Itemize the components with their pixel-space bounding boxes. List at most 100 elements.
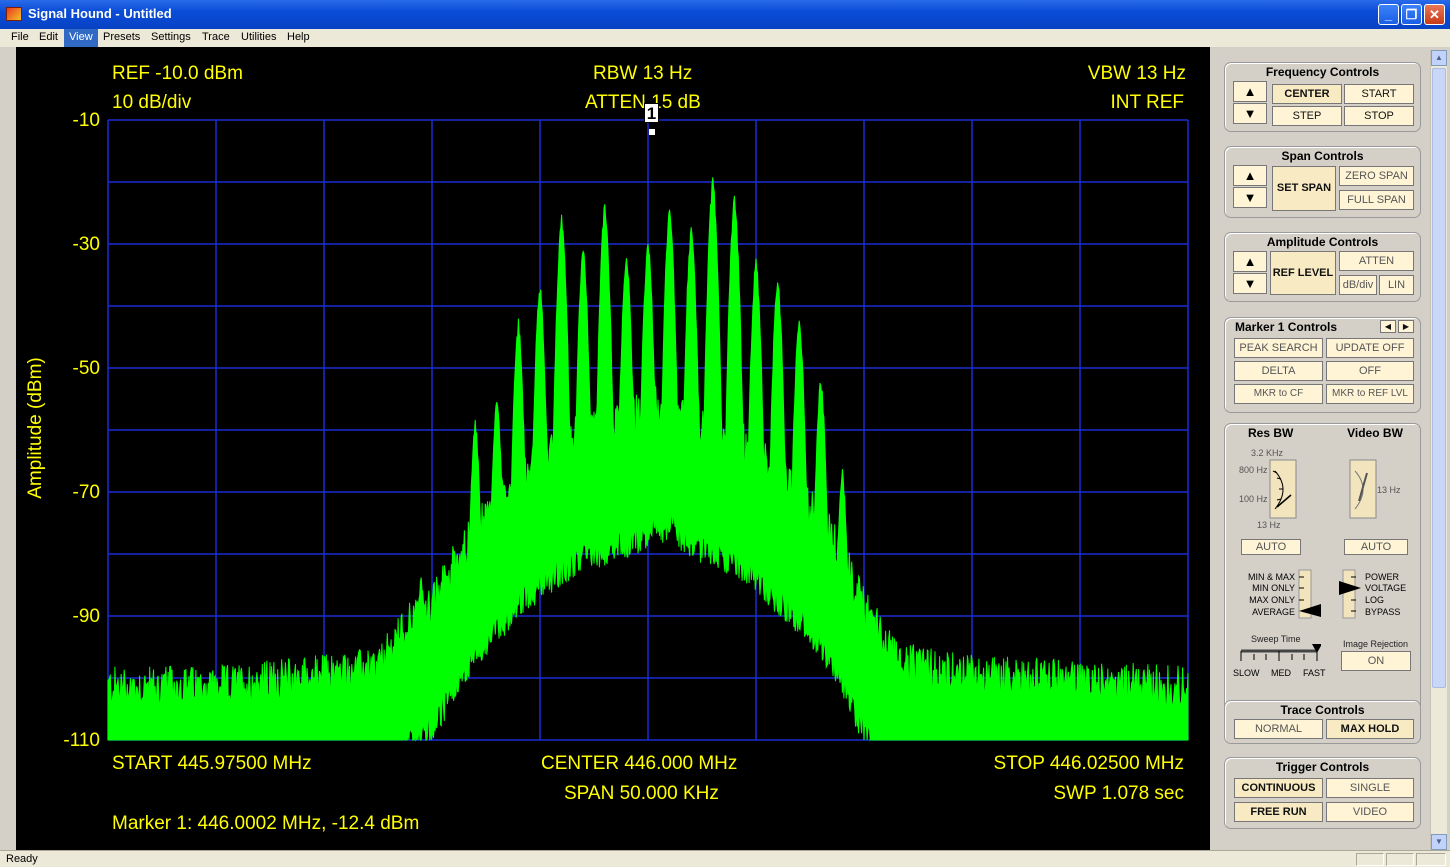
video-option[interactable]: VOLTAGE	[1365, 583, 1407, 593]
amplitude-controls-title: Amplitude Controls	[1266, 235, 1379, 249]
y-tick-label: -50	[72, 358, 100, 379]
center-button[interactable]: CENTER	[1272, 84, 1342, 104]
video-option[interactable]: LOG	[1365, 595, 1385, 605]
peak-search-button[interactable]: PEAK SEARCH	[1234, 338, 1323, 358]
marker-next-button[interactable]: ▶	[1398, 320, 1414, 333]
trace-controls: Trace Controls NORMAL MAX HOLD	[1224, 700, 1421, 744]
status-pane	[1356, 853, 1384, 866]
image-rejection-title: Image Rejection	[1343, 639, 1409, 649]
amplitude-down-button[interactable]: ▼	[1233, 273, 1267, 294]
delta-button[interactable]: DELTA	[1234, 361, 1323, 381]
zero-span-button[interactable]: ZERO SPAN	[1339, 166, 1414, 186]
menu-edit[interactable]: Edit	[39, 31, 58, 43]
atten-button[interactable]: ATTEN	[1339, 251, 1414, 271]
video-bw-knob[interactable]	[1349, 459, 1377, 519]
menu-settings[interactable]: Settings	[151, 31, 191, 43]
res-bw-label: 100 Hz	[1239, 494, 1268, 504]
start-button[interactable]: START	[1344, 84, 1414, 104]
frequency-controls-title: Frequency Controls	[1265, 65, 1380, 79]
res-bw-label: 800 Hz	[1239, 465, 1268, 475]
amplitude-up-button[interactable]: ▲	[1233, 251, 1267, 272]
marker-1-label[interactable]: 1	[644, 103, 659, 123]
frequency-up-button[interactable]: ▲	[1233, 81, 1267, 102]
res-bw-label: 3.2 KHz	[1251, 448, 1284, 458]
video-bw-title: Video BW	[1347, 426, 1403, 440]
minimize-button[interactable]: _	[1378, 4, 1399, 25]
trigger-controls: Trigger Controls CONTINUOUS SINGLE FREE …	[1224, 757, 1421, 829]
sweep-med-label: MED	[1271, 668, 1291, 678]
marker-prev-button[interactable]: ◀	[1380, 320, 1396, 333]
db-div-button[interactable]: dB/div	[1339, 275, 1377, 295]
detector-option[interactable]: AVERAGE	[1252, 607, 1295, 617]
scroll-down-icon[interactable]: ▼	[1431, 834, 1447, 850]
sweep-fast-label: FAST	[1303, 668, 1326, 678]
step-button[interactable]: STEP	[1272, 106, 1342, 126]
status-pane	[1386, 853, 1414, 866]
image-rejection-button[interactable]: ON	[1341, 651, 1411, 671]
max-hold-button[interactable]: MAX HOLD	[1326, 719, 1414, 739]
y-tick-label: -90	[72, 606, 100, 627]
y-tick-label: -110	[63, 730, 100, 751]
video-trigger-button[interactable]: VIDEO	[1326, 802, 1414, 822]
mkr-to-cf-button[interactable]: MKR to CF	[1234, 384, 1323, 404]
ref-level-button[interactable]: REF LEVEL	[1270, 251, 1336, 295]
video-bw-auto-button[interactable]: AUTO	[1344, 539, 1408, 555]
scale-div-text: 10 dB/div	[112, 92, 192, 113]
lin-button[interactable]: LIN	[1379, 275, 1414, 295]
marker-controls-title: Marker 1 Controls	[1235, 320, 1338, 334]
video-option[interactable]: POWER	[1365, 572, 1400, 582]
menu-help[interactable]: Help	[287, 31, 310, 43]
sweep-slow-label: SLOW	[1233, 668, 1260, 678]
detector-option[interactable]: MAX ONLY	[1249, 595, 1295, 605]
trigger-controls-title: Trigger Controls	[1275, 760, 1370, 774]
center-freq-text: CENTER 446.000 MHz	[541, 753, 738, 774]
sweep-time-slider[interactable]	[1239, 644, 1321, 666]
span-down-button[interactable]: ▼	[1233, 187, 1267, 208]
menu-file[interactable]: File	[11, 31, 29, 43]
scroll-up-icon[interactable]: ▲	[1431, 50, 1447, 66]
detector-switch[interactable]	[1297, 569, 1323, 619]
y-tick-label: -30	[72, 234, 100, 255]
maximize-button[interactable]: ❐	[1401, 4, 1422, 25]
res-bw-auto-button[interactable]: AUTO	[1241, 539, 1301, 555]
menu-view[interactable]: View	[64, 29, 98, 47]
mkr-to-ref-lvl-button[interactable]: MKR to REF LVL	[1326, 384, 1414, 404]
menu-trace[interactable]: Trace	[202, 31, 230, 43]
span-arrows: ▲ ▼	[1233, 165, 1267, 209]
detector-option[interactable]: MIN & MAX	[1247, 572, 1295, 582]
full-span-button[interactable]: FULL SPAN	[1339, 190, 1414, 210]
stop-button[interactable]: STOP	[1344, 106, 1414, 126]
spectrum-plot[interactable]: REF -10.0 dBm 10 dB/div RBW 13 Hz ATTEN …	[16, 47, 1210, 850]
marker-1-point[interactable]	[649, 129, 655, 135]
set-span-button[interactable]: SET SPAN	[1272, 166, 1336, 211]
res-bw-knob[interactable]	[1269, 459, 1297, 519]
span-text: SPAN 50.000 KHz	[564, 783, 719, 804]
video-option[interactable]: BYPASS	[1365, 607, 1401, 617]
bandwidth-controls: Res BW Video BW 3.2 KHz 800 Hz 100 Hz 13…	[1224, 423, 1421, 733]
status-bar: Ready	[0, 850, 1450, 867]
amplitude-arrows: ▲ ▼	[1233, 251, 1267, 295]
menu-utilities[interactable]: Utilities	[241, 31, 277, 43]
marker-readout: Marker 1: 446.0002 MHz, -12.4 dBm	[112, 813, 420, 834]
scroll-thumb[interactable]	[1432, 68, 1446, 688]
menu-presets[interactable]: Presets	[103, 31, 141, 43]
update-off-button[interactable]: UPDATE OFF	[1326, 338, 1414, 358]
spectrum-trace	[107, 177, 1189, 742]
menu-bar: File Edit View Presets Settings Trace Ut…	[0, 29, 1450, 47]
trace-normal-button[interactable]: NORMAL	[1234, 719, 1323, 739]
span-up-button[interactable]: ▲	[1233, 165, 1267, 186]
spectrum-svg	[107, 119, 1189, 742]
marker-off-button[interactable]: OFF	[1326, 361, 1414, 381]
close-button[interactable]: ✕	[1424, 4, 1445, 25]
video-processing-switch[interactable]	[1337, 569, 1367, 619]
ref-level-text: REF -10.0 dBm	[112, 63, 243, 84]
frequency-down-button[interactable]: ▼	[1233, 103, 1267, 124]
single-button[interactable]: SINGLE	[1326, 778, 1414, 798]
res-bw-title: Res BW	[1248, 426, 1294, 440]
free-run-button[interactable]: FREE RUN	[1234, 802, 1323, 822]
detector-option[interactable]: MIN ONLY	[1252, 583, 1295, 593]
vertical-scrollbar[interactable]: ▲ ▼	[1430, 50, 1447, 850]
stop-freq-text: STOP 446.02500 MHz	[993, 753, 1184, 774]
y-axis-title: Amplitude (dBm)	[25, 357, 46, 499]
continuous-button[interactable]: CONTINUOUS	[1234, 778, 1323, 798]
